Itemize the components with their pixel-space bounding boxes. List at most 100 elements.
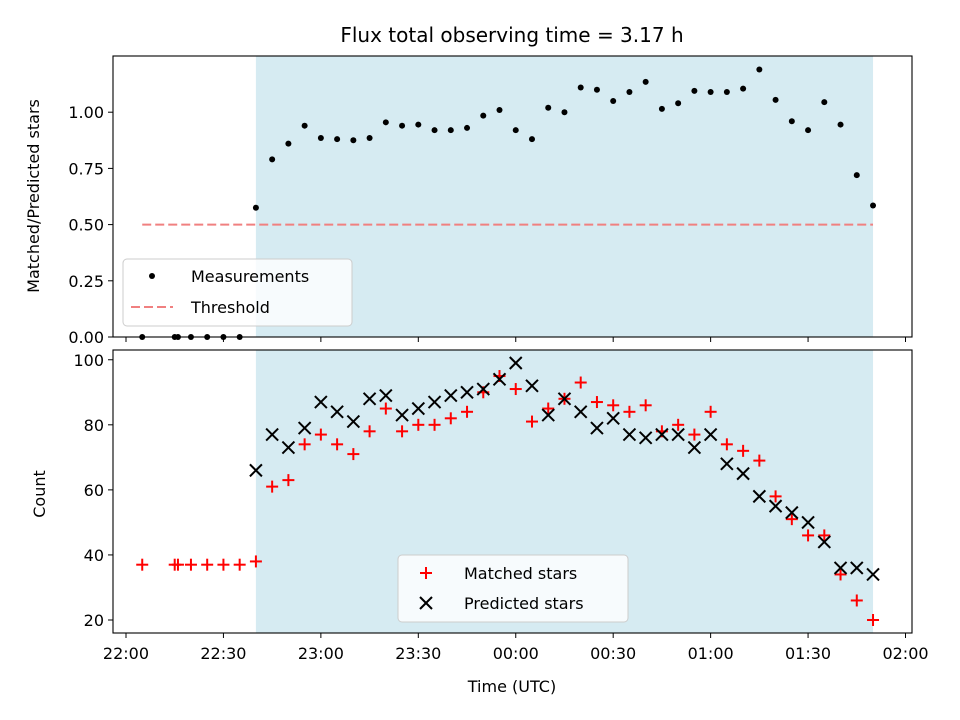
predicted-star-point [703,427,718,442]
x-tick-label: 22:30 [200,644,246,663]
matched-star-point [233,558,246,571]
predicted-star-point [638,431,653,445]
observing-interval-shade [255,56,874,337]
measurement-point [447,127,454,134]
matched-star-point [850,594,863,607]
matched-star-point [574,376,587,389]
predicted-star-point [606,411,620,426]
bottom-y-tick-label: 100 [73,351,104,370]
top-legend-box [122,258,353,327]
measurement-point [837,121,844,128]
matched-star-point [753,454,766,467]
matched-star-point [428,418,441,431]
matched-star-point [412,418,425,431]
legend-matched-marker [420,567,432,579]
matched-star-point [363,425,376,438]
measurement-point [366,135,373,142]
matched-star-point [542,402,555,415]
measurement-point [740,85,747,92]
matched-star-point [785,513,798,526]
predicted-star-point [752,489,767,504]
bottom-y-tick-label: 80 [84,416,104,435]
measurement-point [561,109,568,116]
measurement-point [756,66,763,73]
predicted-star-point [590,421,604,435]
predicted-star-point [281,440,296,455]
predicted-star-point [720,457,734,471]
predicted-star-point [801,515,815,530]
predicted-star-point [379,388,393,403]
matched-star-point [769,490,782,503]
matched-star-point [314,428,327,441]
predicted-star-point [444,388,458,403]
matched-star-point [834,568,847,581]
predicted-star-point [768,499,783,513]
measurement-point [301,122,308,129]
legend-predicted-label: Predicted stars [464,594,584,613]
predicted-star-point [362,392,377,406]
top-panel: 0.00 0.25 0.50 0.75 1.00 Measurements Threshol… [68,55,913,347]
measurement-point [610,97,617,104]
bottom-y-tick-label: 40 [84,546,104,565]
predicted-star-point [314,395,328,409]
top-y-tick-label: 0.00 [68,328,104,347]
measurement-point [431,127,438,134]
axes-frame [112,349,913,634]
top-y-axis-label: Matched/Predicted stars [24,99,43,293]
measurement-point [317,135,324,142]
measurement-point [415,121,422,128]
matched-star-point [298,438,311,451]
measurement-point [593,86,600,93]
legend-predicted-marker [419,596,433,610]
measurement-point [642,78,649,85]
measurement-point [707,88,714,95]
x-tick-label: 22:00 [103,644,149,663]
predicted-star-point [509,356,523,370]
predicted-star-point [395,408,409,422]
predicted-star-point [460,385,474,399]
matched-star-point [672,418,685,431]
x-tick-label: 23:00 [298,644,344,663]
measurement-point [334,136,341,143]
predicted-star-point [265,427,279,442]
matched-star-point [688,428,701,441]
matched-star-point [249,555,262,568]
matched-star-point [737,444,750,457]
bottom-panel: 20 40 60 80 100 22:00 22:30 23:00 23:30 00:00 00:3… [73,349,929,663]
top-y-tick-label: 0.50 [68,216,104,235]
predicted-star-point [411,401,426,416]
matched-star-point [607,399,620,412]
measurement-point [350,137,357,144]
matched-star-point [802,529,815,542]
top-legend: Measurements Threshold [122,258,353,327]
predicted-star-point [541,408,555,422]
matched-star-point [171,558,184,571]
matched-star-point [444,412,457,425]
legend-measurement-marker [149,273,155,279]
measurement-point [464,124,471,131]
matched-star-point [720,438,733,451]
bottom-legend-box [397,554,629,623]
matched-star-point [818,529,831,542]
matched-star-point [184,558,197,571]
measurement-point [382,119,389,126]
predicted-star-point [297,421,312,435]
x-tick-label: 23:30 [395,644,441,663]
predicted-star-point [785,505,799,520]
bottom-y-tick-label: 60 [84,481,104,500]
matched-star-point [282,474,295,487]
x-tick-label: 01:30 [785,644,831,663]
predicted-star-point [557,392,572,406]
measurement-point [805,127,812,134]
measurement-point [285,140,292,147]
matched-star-point [347,448,360,461]
predicted-star-point [249,463,263,478]
top-y-tick-label: 0.75 [68,159,104,178]
predicted-star-point [622,427,637,442]
predicted-star-point [850,561,864,575]
bottom-y-tick-label: 20 [84,611,104,630]
matched-star-point [639,399,652,412]
matched-star-point [509,383,522,396]
measurement-point [658,105,665,112]
